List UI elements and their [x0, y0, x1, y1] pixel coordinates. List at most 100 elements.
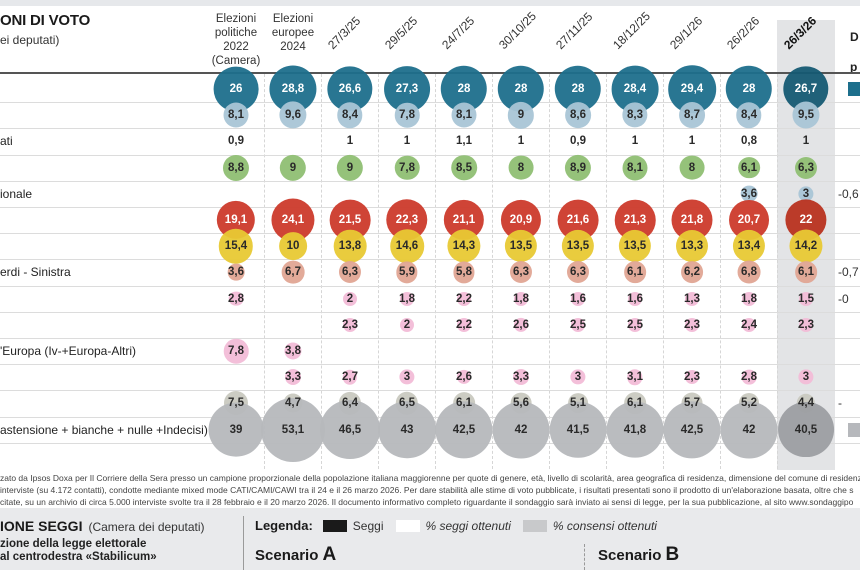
value-label: 40,5 — [794, 423, 818, 436]
value-label: 24,1 — [281, 214, 305, 226]
data-cell: 8,7 — [664, 102, 720, 129]
scenario-b-heading: Scenario B — [598, 544, 679, 566]
column-header-line: 2022 — [223, 41, 249, 53]
row-divider — [0, 154, 860, 156]
column-header-line: (Camera) — [211, 55, 261, 67]
value-label: 1 — [802, 135, 810, 148]
value-label: 42,5 — [452, 423, 476, 436]
value-bubble — [222, 154, 250, 181]
scenario-a-prefix: Scenario — [255, 547, 323, 564]
value-label: 6,2 — [684, 266, 700, 279]
data-cell: 8 — [493, 155, 549, 181]
value-bubble — [279, 101, 307, 129]
data-cell: 8,1 — [607, 155, 663, 181]
value-bubble — [663, 400, 721, 459]
value-label: 2 — [346, 292, 354, 305]
data-cell: 41,5 — [549, 401, 607, 458]
value-bubble — [679, 155, 705, 181]
data-cell: 8,4 — [322, 102, 378, 128]
value-label: 1,8 — [741, 292, 757, 305]
value-bubble — [435, 400, 493, 459]
value-bubble — [504, 230, 538, 263]
data-cell: 3 — [379, 364, 435, 390]
data-cell: 7,8 — [379, 102, 435, 128]
column-separator — [777, 74, 778, 469]
value-bubble — [400, 291, 414, 306]
diff-column-header: D p — [850, 22, 859, 82]
scenario-divider — [584, 544, 585, 570]
value-label: 1,5 — [798, 292, 814, 305]
value-label: 2,3 — [684, 318, 700, 331]
value-label: 6,4 — [342, 397, 358, 410]
data-cell: 9 — [493, 102, 549, 129]
value-bubble — [737, 260, 761, 284]
value-bubble — [794, 156, 818, 179]
column-separator — [606, 74, 607, 469]
data-cell: 0,9 — [208, 128, 264, 154]
value-label: 43 — [400, 423, 414, 436]
value-label: 1,3 — [684, 292, 700, 305]
value-bubble — [738, 156, 760, 179]
value-label: 1 — [346, 135, 354, 148]
value-label: 39 — [229, 423, 243, 436]
data-cell: 28 — [493, 65, 549, 113]
value-bubble — [565, 102, 591, 129]
data-cell: 43 — [378, 400, 436, 459]
value-bubble — [798, 186, 814, 202]
data-cell: 28,8 — [265, 65, 321, 113]
seats-subtitle: zione della legge elettorale al centrode… — [0, 538, 157, 564]
value-label: 5,9 — [399, 266, 415, 279]
value-label: 1 — [631, 135, 639, 148]
data-cell: 2,3 — [322, 312, 378, 338]
column-header-date-label: 24/7/25 — [439, 13, 478, 52]
data-cell: 3 — [778, 181, 834, 207]
value-bubble — [628, 291, 642, 306]
row-label: 'Europa (Iv-+Europa-Altri) — [0, 344, 137, 358]
value-bubble — [336, 154, 364, 181]
value-bubble — [549, 401, 607, 458]
data-cell: 8,6 — [550, 102, 606, 129]
diff-indicator — [848, 82, 860, 96]
value-bubble — [571, 291, 585, 306]
value-label: 6,3 — [798, 161, 814, 174]
value-label: 8,8 — [228, 161, 244, 174]
data-cell: 8,1 — [208, 102, 264, 128]
data-cell: 6,3 — [322, 259, 378, 285]
value-bubble — [378, 400, 436, 459]
column-header-line: europee — [271, 27, 315, 39]
value-bubble — [628, 317, 642, 332]
chart-title: ONI DI VOTO — [0, 12, 91, 29]
value-bubble — [622, 155, 648, 181]
value-label: 8,1 — [456, 109, 472, 122]
value-bubble — [720, 401, 778, 459]
value-label: 8,4 — [342, 109, 358, 122]
value-label: 21,3 — [623, 214, 647, 226]
data-cell: 4,4 — [778, 390, 834, 416]
data-cell: 42 — [492, 401, 550, 459]
data-cell: 13,5 — [550, 230, 606, 263]
data-cell: 1,6 — [607, 286, 663, 312]
value-label: 21,1 — [452, 214, 476, 226]
value-label: 8,1 — [627, 161, 643, 174]
data-cell: 6,4 — [322, 390, 378, 416]
data-cell: 20,9 — [493, 199, 549, 241]
value-label: 2,4 — [741, 318, 757, 331]
column-separator — [663, 74, 664, 469]
data-cell: 26 — [208, 66, 264, 112]
value-bubble — [208, 402, 264, 458]
data-cell: 10 — [265, 232, 321, 261]
data-cell: 2,3 — [664, 364, 720, 390]
value-label: 1,8 — [513, 292, 529, 305]
value-bubble — [447, 229, 481, 263]
column-header-date-label: 29/1/26 — [667, 13, 706, 52]
column-header-date: 29/5/25 — [379, 14, 435, 70]
data-cell: 2,2 — [436, 286, 492, 312]
diff-value: -0,6 — [838, 186, 859, 201]
data-cell: 5,7 — [664, 390, 720, 416]
value-bubble — [685, 317, 699, 332]
diff-header-line-2: p — [850, 60, 858, 74]
seats-title-text: IONE SEGGI — [0, 518, 83, 534]
data-cell: 3,1 — [607, 364, 663, 390]
data-cell: 14,2 — [778, 229, 834, 263]
data-cell: 3,6 — [721, 181, 777, 207]
